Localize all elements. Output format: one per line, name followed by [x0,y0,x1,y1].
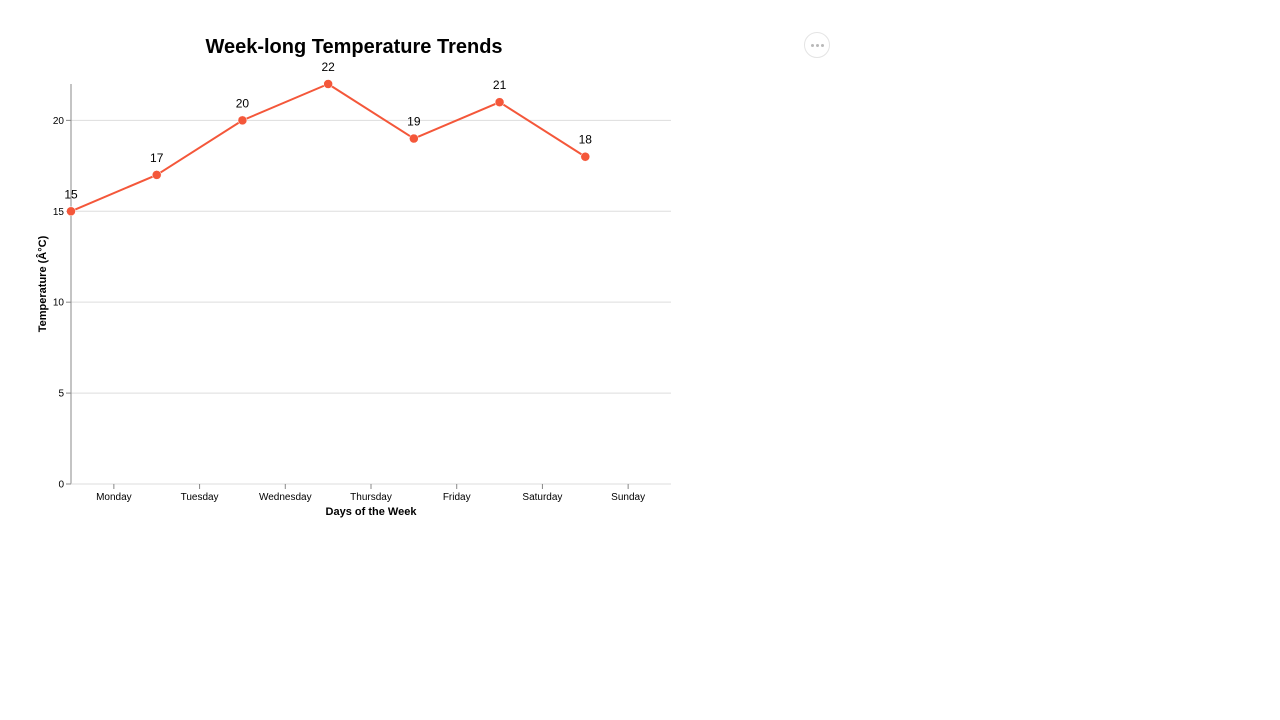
data-point[interactable] [494,97,505,107]
y-tick-label: 5 [58,389,64,400]
data-label: 22 [321,60,335,74]
y-tick-label: 10 [53,298,65,309]
data-point[interactable] [323,79,333,89]
series-layer [66,79,591,217]
y-tick-label: 15 [53,207,65,218]
series-line [70,83,586,213]
more-horizontal-icon [810,43,814,47]
data-point[interactable] [66,206,76,217]
grid-lines [71,119,671,394]
x-tick-label: Friday [443,492,471,503]
data-label: 18 [579,133,593,147]
data-label: 17 [150,151,164,165]
more-horizontal-icon [815,43,819,47]
y-axis-title: Temperature (Â°C) [36,235,49,332]
x-tick-label: Tuesday [181,492,219,503]
chart-title: Week-long Temperature Trends [205,36,502,58]
x-tick-label: Thursday [350,492,392,503]
x-tick-label: Monday [96,492,132,503]
y-tick-label: 20 [53,116,65,127]
data-point[interactable] [409,133,419,144]
data-label: 20 [236,96,250,110]
data-label: 19 [407,115,421,129]
data-label: 15 [64,187,78,201]
chart-menu-button[interactable] [804,32,830,58]
x-tick-label: Wednesday [259,492,312,503]
data-point[interactable] [237,115,248,126]
x-tick-label: Sunday [611,492,645,503]
data-labels: 15 17 20 22 19 21 18 [64,60,592,201]
y-tick-label: 0 [58,480,64,491]
data-point[interactable] [151,170,162,180]
x-tick-label: Saturday [522,492,562,503]
data-label: 21 [493,78,507,92]
more-horizontal-icon [820,43,824,47]
x-axis-title: Days of the Week [326,506,418,518]
data-point[interactable] [580,151,591,162]
axes: 0 5 10 15 20 Monday Tuesday Wednesday Thursday Fr… [53,84,671,503]
